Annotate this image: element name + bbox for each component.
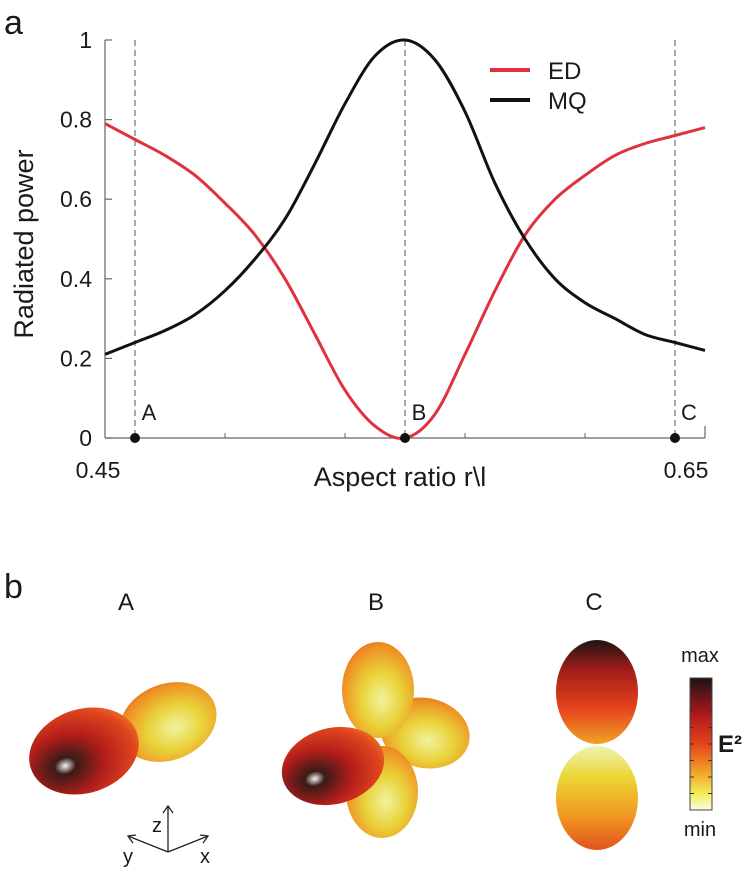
pattern-b-lobe-front <box>281 726 385 806</box>
radiation-pattern-c <box>556 640 638 850</box>
marker-label-a: A <box>142 400 157 425</box>
axis-x-label: x <box>200 846 210 868</box>
y-tick-label: 0.6 <box>60 186 92 212</box>
legend-label-ed: ED <box>548 58 581 85</box>
marker-point-b <box>400 433 410 443</box>
legend-label-mq: MQ <box>548 88 587 115</box>
y-tick-label: 0 <box>79 425 92 451</box>
pattern-b-lobe-top <box>342 642 414 738</box>
pattern-a-lobe-lower <box>29 707 139 795</box>
pattern-label-b: B <box>368 589 384 616</box>
coordinate-axes-icon <box>126 804 210 853</box>
colorbar-quantity-label: E² <box>718 731 742 758</box>
colorbar-max-label: max <box>681 645 719 667</box>
axis-z-label: z <box>152 815 162 837</box>
pattern-label-a: A <box>118 589 134 616</box>
pattern-a-lobe-upper <box>119 682 217 762</box>
marker-points: A B C <box>130 400 697 443</box>
radiation-pattern-a <box>29 682 217 795</box>
radiation-pattern-b <box>281 642 470 838</box>
series-line-mq <box>104 38 706 356</box>
colorbar-ticks <box>690 694 712 794</box>
legend: ED MQ <box>490 58 587 115</box>
series-group <box>104 38 706 440</box>
x-tick-label-max: 0.65 <box>664 457 709 483</box>
y-tick-label: 1 <box>79 27 92 53</box>
pattern-label-c: C <box>585 589 602 616</box>
x-tick-label-min: 0.45 <box>76 457 121 483</box>
y-tick-label: 0.2 <box>60 345 92 371</box>
x-axis-label: Aspect ratio r\l <box>314 462 487 492</box>
marker-label-b: B <box>412 400 427 425</box>
marker-point-c <box>670 433 680 443</box>
marker-lines <box>134 40 676 438</box>
x-minor-ticks <box>224 433 586 438</box>
y-tick-label: 0.8 <box>60 107 92 133</box>
panel-b-label: b <box>4 568 23 606</box>
y-ticks: 0 0.2 0.4 0.6 0.8 1 <box>60 27 112 451</box>
colorbar-min-label: min <box>684 819 716 841</box>
pattern-c-lobe-top <box>556 640 638 744</box>
panel-a-label: a <box>4 4 23 42</box>
y-tick-label: 0.4 <box>60 266 92 292</box>
pattern-c-lobe-bottom <box>556 746 638 850</box>
y-axis-label: Radiated power <box>9 149 39 338</box>
marker-point-a <box>130 433 140 443</box>
axis-y-label: y <box>123 846 133 868</box>
marker-label-c: C <box>681 400 697 425</box>
